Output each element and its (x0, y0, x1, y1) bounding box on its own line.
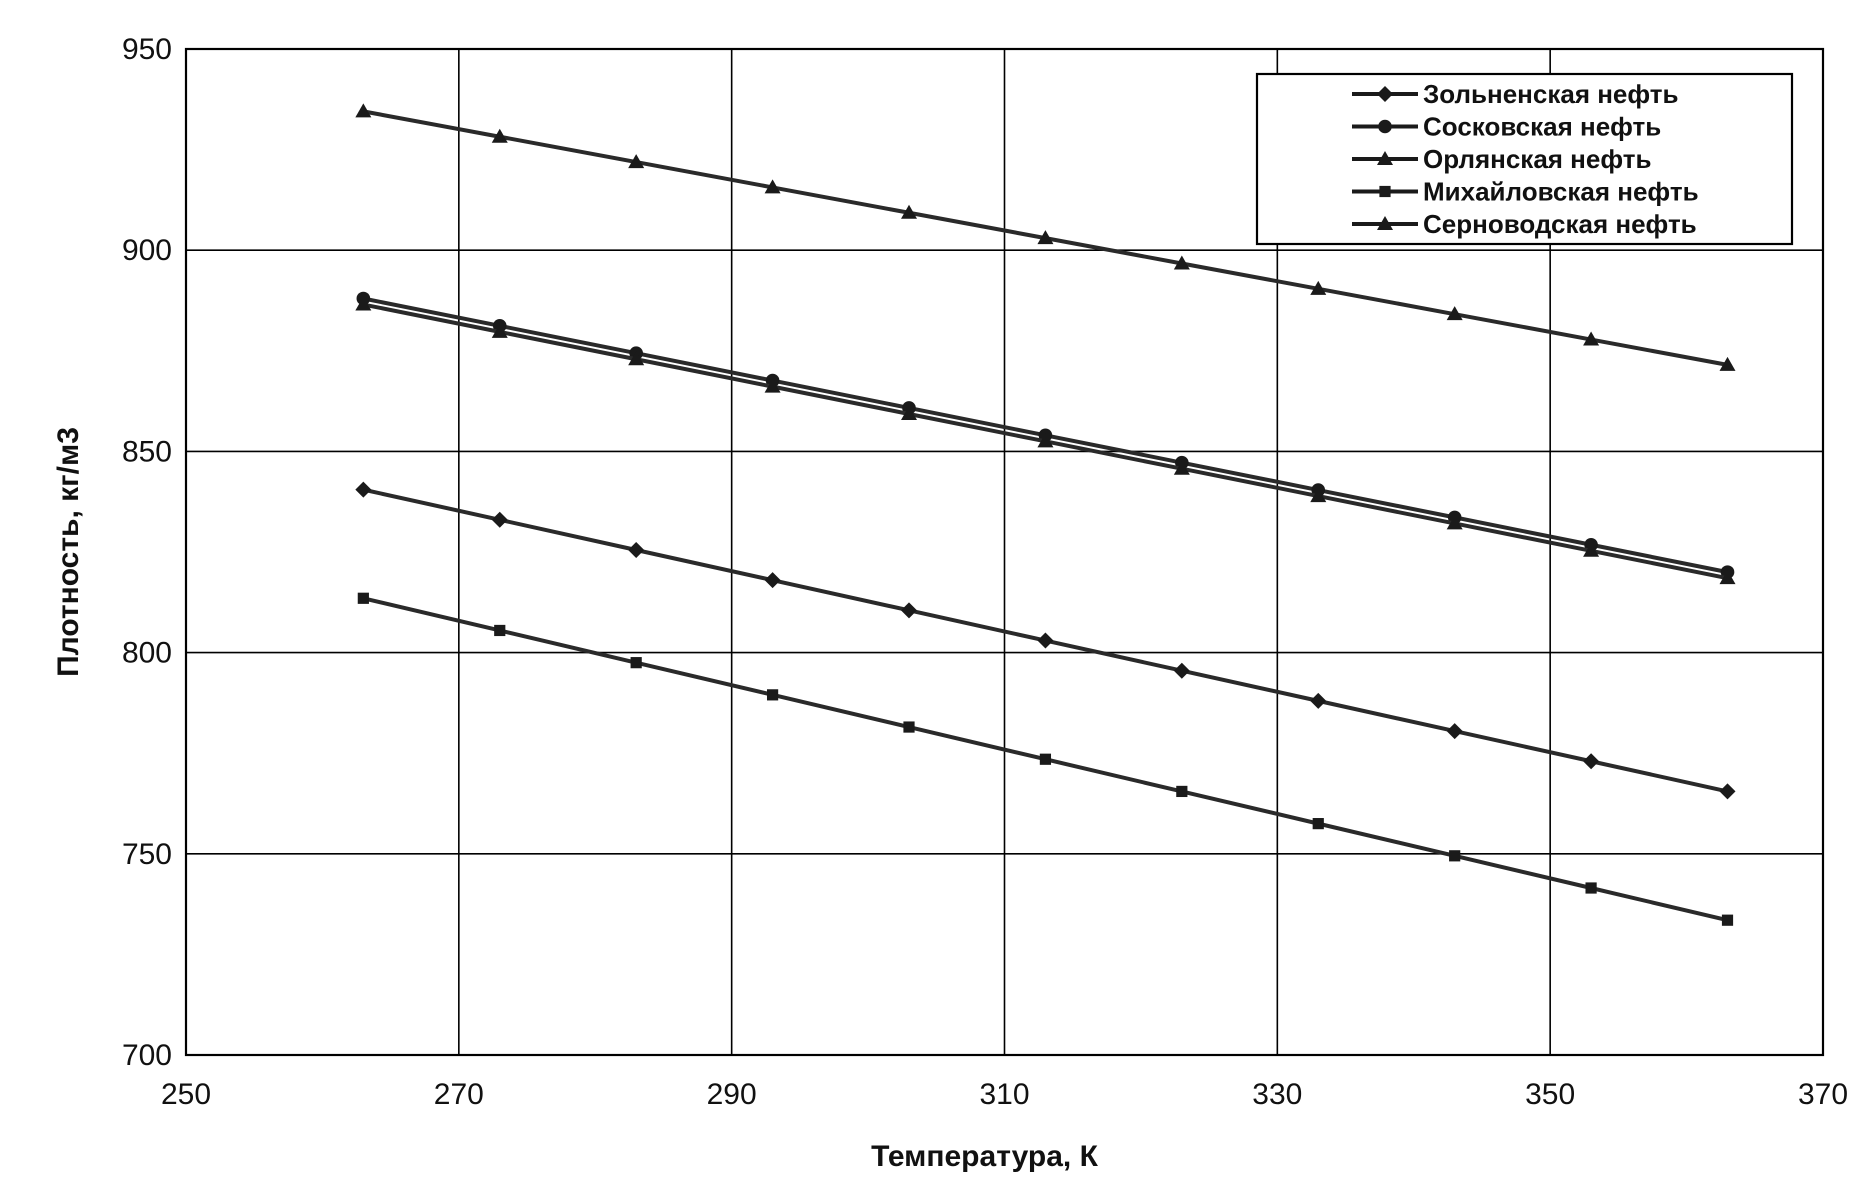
legend-item: Серноводская нефть (1352, 209, 1697, 239)
square-marker (1039, 753, 1052, 765)
triangle-marker (491, 323, 508, 338)
diamond-marker (901, 602, 918, 619)
series-3 (355, 103, 1736, 371)
diamond-marker (764, 572, 781, 589)
diamond-marker (1310, 692, 1327, 709)
y-axis-label: Плотность, кг/м3 (52, 427, 85, 677)
triangle-marker (491, 128, 508, 143)
square-marker (1312, 818, 1324, 830)
triangle-marker (901, 204, 918, 219)
y-tick-labels: 700 750 800 850 900 950 (122, 33, 172, 1072)
legend-item: Орлянская нефть (1352, 144, 1651, 174)
series-1 (355, 481, 1736, 800)
x-tick-label: 290 (707, 1078, 757, 1111)
triangle-marker (1377, 216, 1393, 230)
y-tick-label: 850 (122, 435, 172, 468)
triangle-marker (901, 405, 918, 420)
diamond-marker (355, 481, 372, 498)
diamond-marker (1446, 723, 1463, 740)
diamond-marker (1719, 783, 1736, 800)
legend-box (1255, 72, 1794, 246)
x-tick-labels: 250 270 290 310 330 350 370 (161, 1078, 1848, 1111)
legend-label: Михайловская нефть (1423, 177, 1699, 207)
x-axis-label: Температура, К (871, 1140, 1099, 1173)
series-4 (357, 592, 1734, 926)
legend-item: Зольненская нефть (1352, 79, 1679, 109)
legend-item: Сосковская нефть (1352, 112, 1661, 142)
diamond-marker (1037, 632, 1054, 649)
legend-label: Серноводская нефть (1423, 209, 1697, 239)
square-marker (903, 721, 915, 733)
diamond-marker (1173, 662, 1190, 679)
x-tick-label: 310 (979, 1078, 1029, 1111)
triangle-marker (1446, 515, 1463, 530)
x-tick-label: 350 (1525, 1078, 1575, 1111)
series-layer (355, 103, 1736, 926)
triangle-marker (764, 378, 781, 393)
square-marker (766, 689, 779, 701)
y-tick-label: 950 (122, 33, 172, 66)
triangle-marker (1037, 230, 1054, 245)
triangle-marker (1173, 255, 1190, 270)
triangle-marker (1719, 570, 1736, 585)
legend-item: Михайловская нефть (1352, 177, 1699, 207)
square-marker (1585, 882, 1597, 894)
triangle-marker (764, 179, 781, 194)
diamond-marker (628, 541, 645, 558)
square-marker (1379, 185, 1391, 198)
x-tick-label: 270 (434, 1078, 484, 1111)
y-tick-label: 900 (122, 234, 172, 267)
square-marker (1176, 785, 1188, 798)
y-tick-label: 750 (122, 838, 172, 871)
y-tick-label: 700 (122, 1039, 172, 1072)
legend-label: Орлянская нефть (1423, 144, 1651, 174)
triangle-marker (1446, 306, 1463, 321)
diamond-marker (1583, 753, 1600, 770)
triangle-marker (1173, 460, 1190, 475)
square-marker (357, 592, 369, 604)
legend-label: Зольненская нефть (1423, 79, 1679, 109)
circle-marker (1378, 119, 1392, 134)
triangle-marker (1583, 542, 1600, 557)
x-tick-label: 330 (1252, 1078, 1302, 1111)
triangle-marker (1310, 488, 1327, 503)
square-marker (494, 624, 506, 637)
x-tick-label: 250 (161, 1078, 211, 1111)
square-marker (1449, 850, 1461, 862)
square-marker (1721, 914, 1734, 926)
legend-label: Сосковская нефть (1423, 112, 1661, 142)
square-marker (630, 657, 642, 669)
series-5 (355, 296, 1736, 585)
triangle-marker (1037, 433, 1054, 448)
triangle-marker (355, 103, 372, 118)
triangle-marker (1583, 331, 1600, 346)
diamond-marker (491, 511, 508, 528)
y-tick-label: 800 (122, 637, 172, 670)
triangle-marker (1377, 151, 1393, 165)
diamond-marker (1377, 86, 1393, 102)
triangle-marker (628, 351, 645, 366)
triangle-marker (355, 296, 372, 311)
triangle-marker (1719, 356, 1736, 371)
x-tick-label: 370 (1798, 1078, 1848, 1111)
triangle-marker (1310, 280, 1327, 295)
plot-area-frame (184, 47, 1825, 1057)
triangle-marker (628, 154, 645, 169)
